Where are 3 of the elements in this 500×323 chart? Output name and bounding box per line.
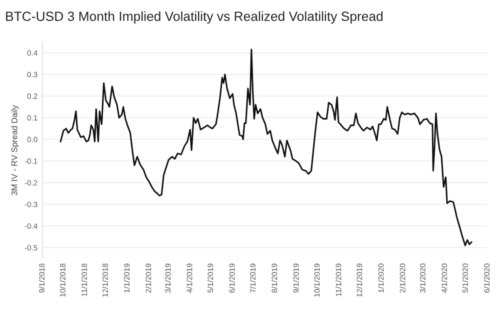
line-series	[60, 48, 472, 246]
chart-title: BTC-USD 3 Month Implied Volatility vs Realized Volatility Spread	[6, 11, 383, 24]
y-axis-title: 3M IV - RV Spread Daily	[11, 104, 19, 196]
